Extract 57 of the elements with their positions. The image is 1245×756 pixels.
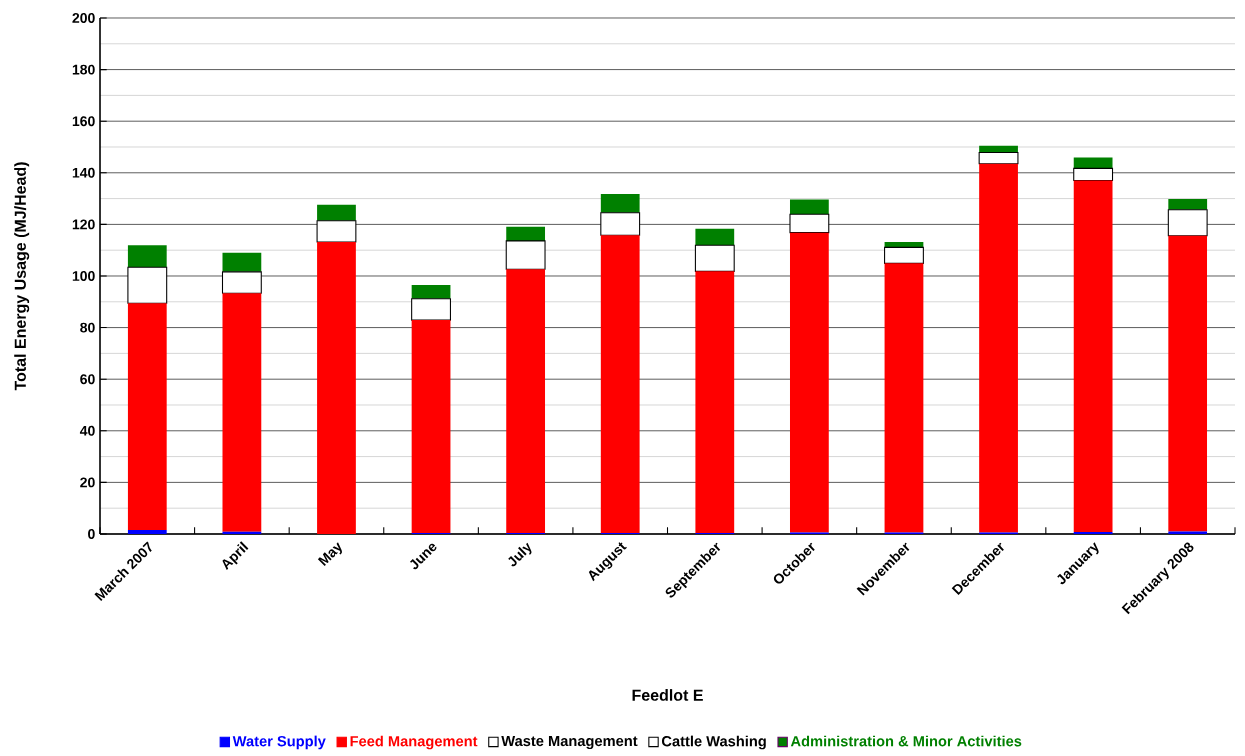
bar xyxy=(600,212,641,236)
bar xyxy=(317,241,356,534)
bar xyxy=(222,293,262,532)
bar xyxy=(317,204,356,221)
y-tick-label: 60 xyxy=(80,374,95,385)
bar xyxy=(600,235,640,533)
bar xyxy=(127,303,167,531)
bar xyxy=(789,199,829,215)
legend-label: Water Supply xyxy=(232,735,326,750)
bar xyxy=(127,245,167,268)
y-tick-label: 40 xyxy=(79,425,95,436)
bar xyxy=(222,252,262,272)
x-axis-title: Feedlot E xyxy=(632,689,703,701)
y-tick-label: 180 xyxy=(72,64,95,75)
bar xyxy=(789,213,830,234)
bar xyxy=(221,271,262,294)
bar xyxy=(1167,209,1208,237)
bar xyxy=(1168,531,1208,534)
bar xyxy=(411,285,451,299)
bar xyxy=(1168,235,1208,532)
y-tick-label: 160 xyxy=(72,116,95,127)
legend-label: Waste Management xyxy=(501,735,638,750)
bar xyxy=(695,228,735,246)
bar xyxy=(1168,199,1208,210)
bar xyxy=(600,193,640,213)
y-tick-label: 140 xyxy=(72,167,95,178)
y-tick-label: 20 xyxy=(80,477,95,488)
bar xyxy=(411,320,451,533)
bar xyxy=(127,530,167,534)
bar xyxy=(1073,531,1113,534)
bar xyxy=(884,241,924,248)
y-tick-label: 120 xyxy=(72,219,95,230)
bar xyxy=(127,266,168,304)
bar xyxy=(694,244,735,272)
y-tick-label: 80 xyxy=(80,322,95,333)
bar xyxy=(695,271,735,533)
bar xyxy=(789,232,829,533)
bar xyxy=(978,151,1019,165)
legend-label: Cattle Washing xyxy=(661,735,766,750)
bar xyxy=(316,220,357,243)
y-tick-label: 200 xyxy=(72,13,95,23)
bar xyxy=(1073,157,1113,169)
bar xyxy=(411,298,451,321)
bar xyxy=(884,246,924,264)
bar xyxy=(506,269,546,533)
y-axis-title: Total Energy Usage (MJ/Head) xyxy=(14,162,30,391)
bar xyxy=(506,226,546,241)
bar xyxy=(1073,180,1113,532)
bar xyxy=(979,163,1018,533)
y-tick-label: 0 xyxy=(88,529,95,539)
bar xyxy=(979,145,1018,153)
bar xyxy=(505,240,546,270)
bar xyxy=(884,263,924,533)
legend-label: Administration & Minor Activities xyxy=(790,735,1022,747)
bar xyxy=(1073,167,1114,182)
legend-label: Feed Management xyxy=(350,735,478,750)
y-tick-label: 100 xyxy=(72,271,95,281)
